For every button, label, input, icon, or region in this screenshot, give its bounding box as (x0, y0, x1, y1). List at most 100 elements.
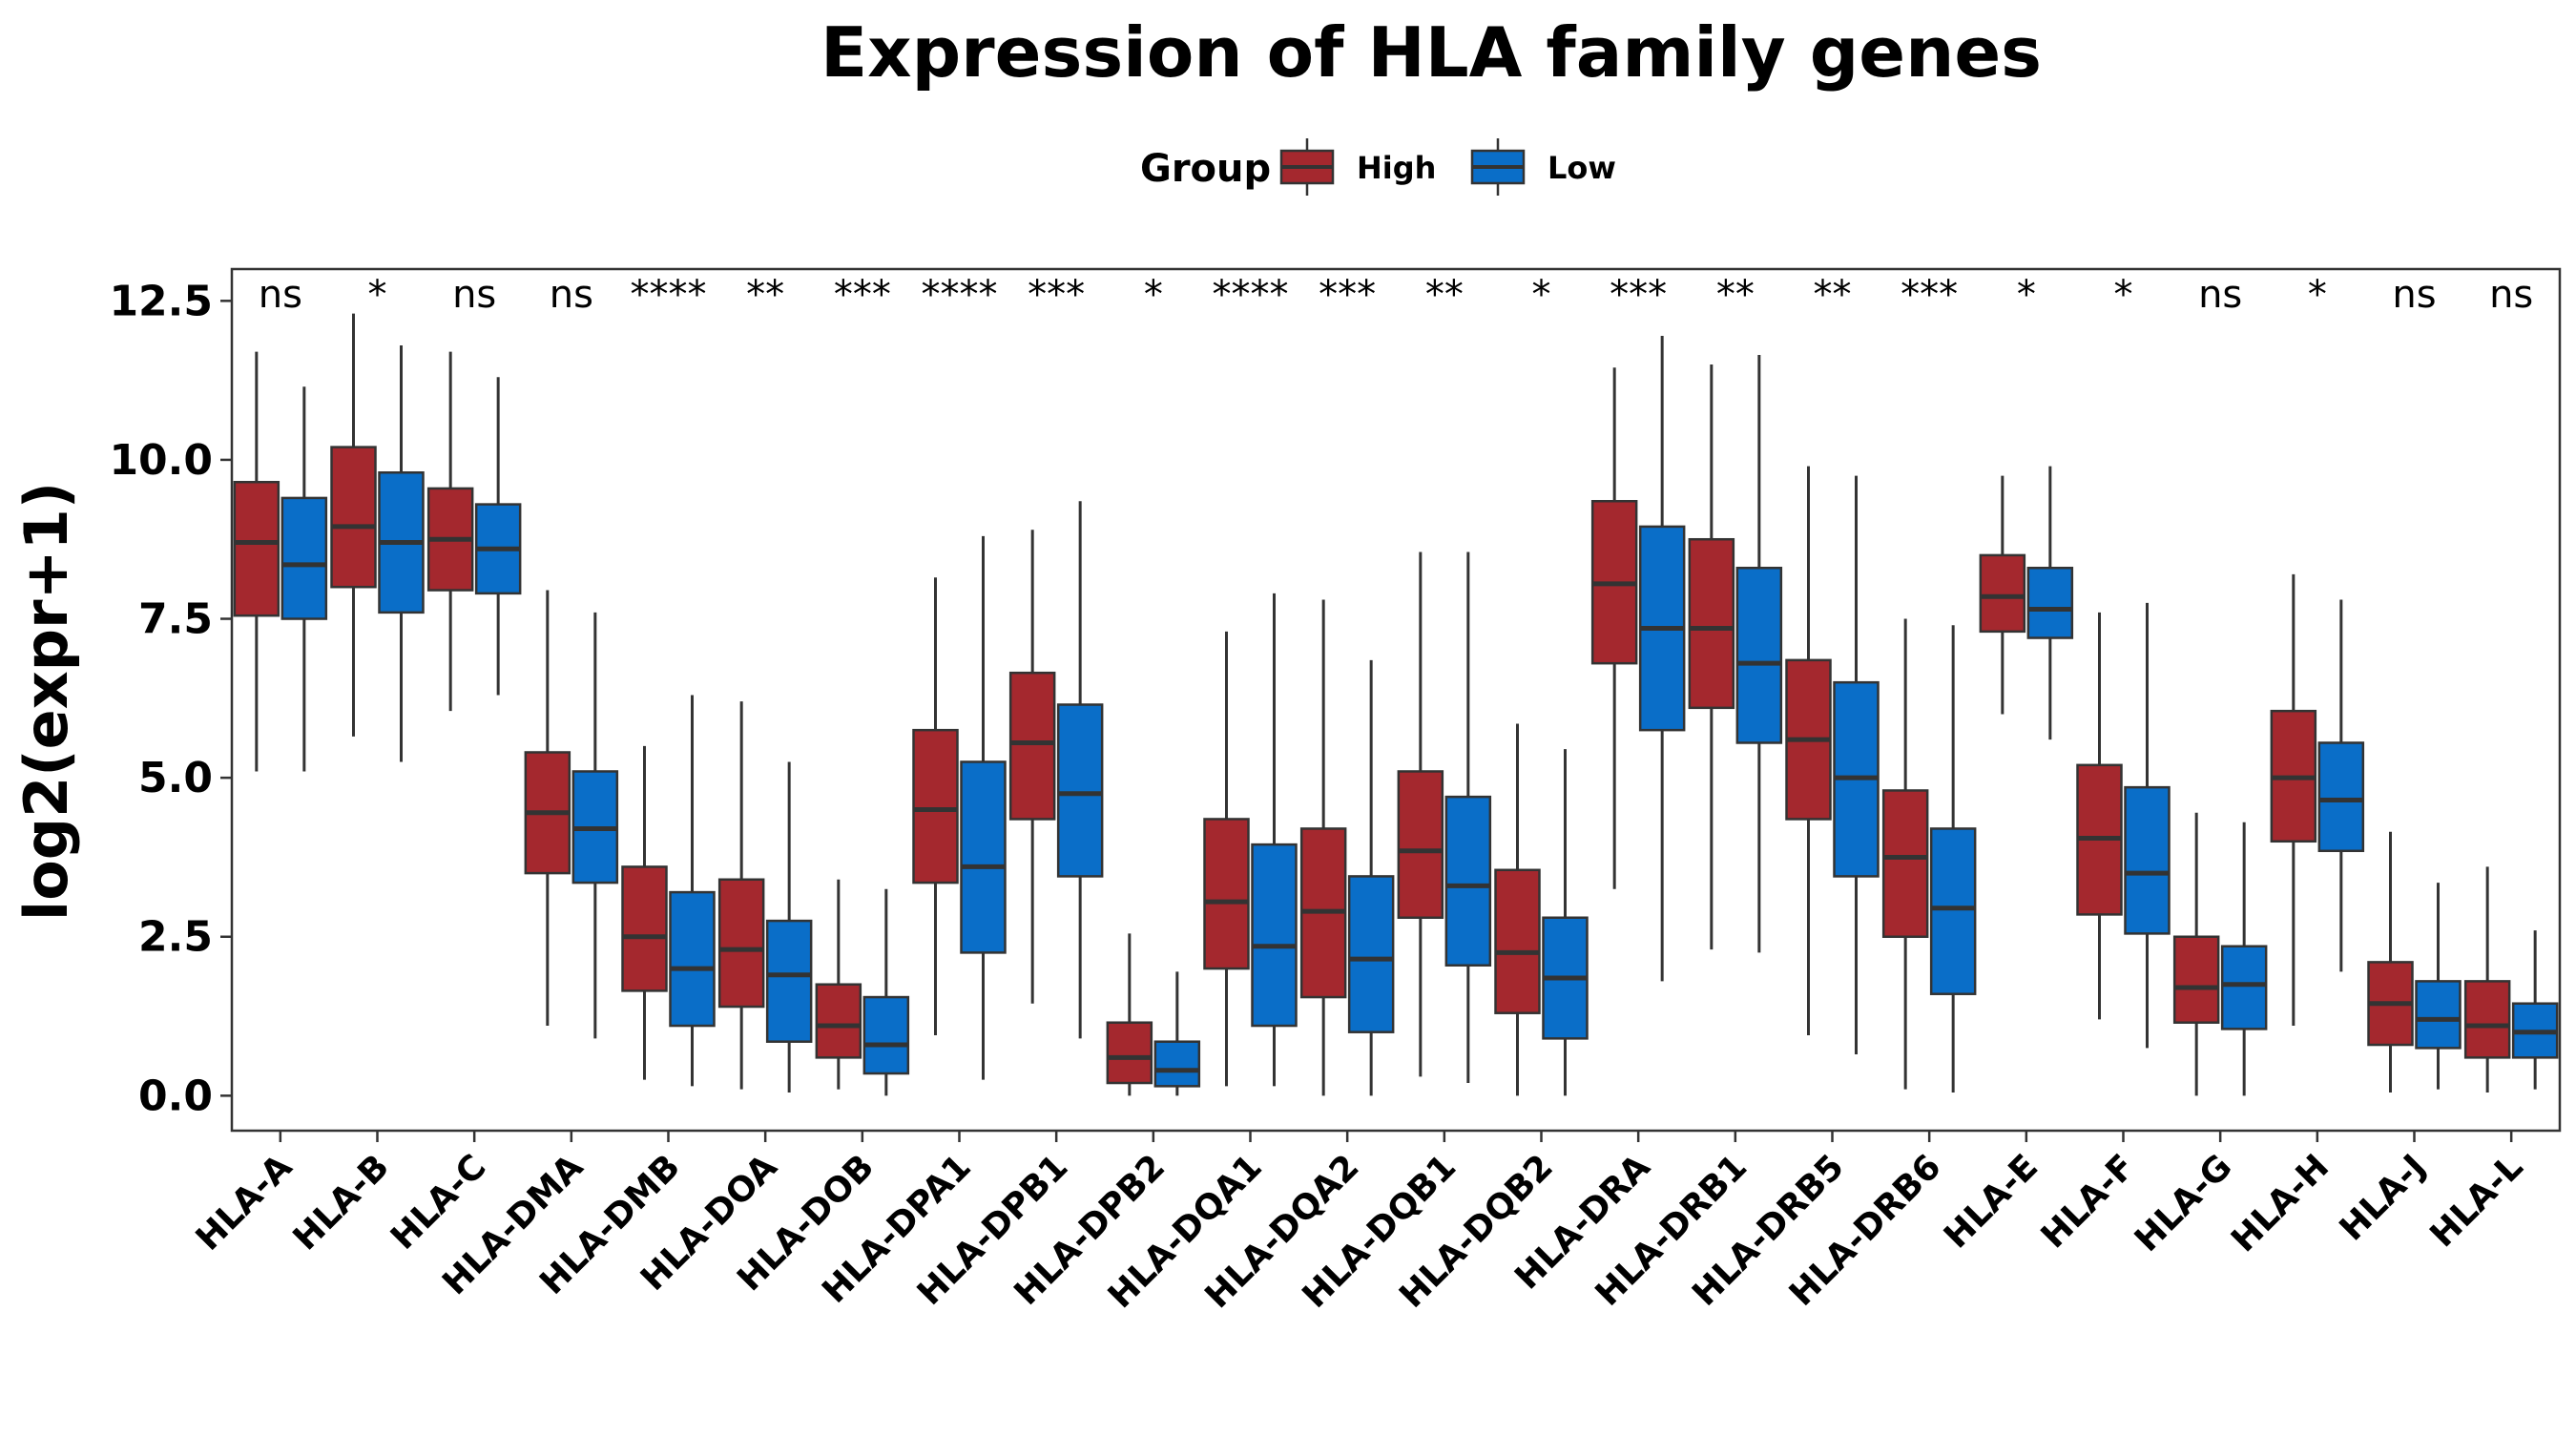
significance-label: ** (746, 273, 784, 317)
x-tick-label: HLA-J (2333, 1147, 2434, 1248)
box-body (621, 865, 668, 992)
box-high (1785, 466, 1832, 1036)
significance-label: *** (834, 273, 891, 317)
boxes (233, 313, 2559, 1096)
significance-label: * (2308, 273, 2327, 317)
box-low (765, 761, 813, 1093)
box-body (1056, 703, 1104, 878)
y-tick-label: 10.0 (109, 436, 213, 485)
significance-label: * (1144, 273, 1163, 317)
significance-label: *** (1610, 273, 1667, 317)
y-tick-label: 2.5 (138, 913, 213, 962)
box-low (1056, 501, 1104, 1039)
x-tick-label: HLA-E (1937, 1147, 2046, 1256)
legend: Group High Low (1140, 138, 1616, 196)
box-low (2220, 822, 2268, 1096)
box-low (2026, 466, 2074, 740)
significance-label: **** (631, 273, 707, 317)
x-tick-label: HLA-L (2423, 1147, 2531, 1255)
box-body (1153, 1040, 1201, 1088)
box-body (1444, 795, 1492, 967)
legend-entries: High Low (1279, 138, 1616, 196)
box-body (280, 496, 328, 620)
significance-label: * (1532, 273, 1551, 317)
significance-label: * (2017, 273, 2036, 317)
box-body (717, 878, 765, 1009)
box-high (2270, 573, 2317, 1027)
box-body (815, 983, 862, 1059)
chart-title: Expression of HLA family genes (821, 12, 2042, 93)
box-body (1735, 566, 1783, 744)
box-low (1251, 593, 1298, 1087)
significance-label: ** (1425, 273, 1464, 317)
x-tick-label: HLA-G (2128, 1147, 2240, 1259)
significance-label: *** (1319, 273, 1376, 317)
box-high (815, 879, 862, 1090)
box-high (1106, 933, 1153, 1096)
box-high (524, 590, 571, 1027)
x-axis: HLA-AHLA-BHLA-CHLA-DMAHLA-DMBHLA-DOAHLA-… (189, 1131, 2531, 1316)
x-tick-label: HLA-H (2224, 1147, 2337, 1259)
significance-label: ns (2392, 273, 2436, 317)
significance-label: **** (922, 273, 998, 317)
box-low (960, 535, 1007, 1080)
box-low (2511, 930, 2559, 1090)
significance-label: ns (259, 273, 302, 317)
box-low (571, 612, 619, 1039)
significance-label: **** (1213, 273, 1289, 317)
significance-label: ns (550, 273, 593, 317)
box-body (1881, 789, 1929, 938)
y-axis: 0.0 2.5 5.0 7.5 10.0 12.5 (109, 277, 232, 1120)
x-tick-label: HLA-A (189, 1147, 301, 1259)
box-body (1397, 770, 1444, 919)
box-body (912, 728, 959, 884)
significance-labels: ns * ns ns **** ** *** **** *** * **** *** ** * *** ** *… (259, 273, 2534, 317)
box-high (1590, 367, 1638, 889)
box-body (1347, 875, 1395, 1033)
x-tick-label: HLA-F (2034, 1147, 2143, 1256)
plot-area: 0.0 2.5 5.0 7.5 10.0 12.5 HLA-AHLA-BHLA-CHLA-D… (109, 267, 2562, 1316)
significance-label: *** (1901, 273, 1958, 317)
y-tick-label: 12.5 (109, 277, 213, 325)
box-body (1008, 671, 1056, 821)
box-low (1833, 475, 1880, 1055)
box-body (1251, 843, 1298, 1028)
box-high (1979, 475, 2026, 715)
box-high (426, 351, 474, 712)
y-tick-label: 5.0 (138, 754, 213, 802)
box-body (1106, 1021, 1153, 1085)
box-low (1735, 354, 1783, 953)
box-body (1929, 827, 1977, 995)
box-high (1299, 599, 1347, 1096)
y-tick-label: 0.0 (138, 1072, 213, 1120)
box-body (960, 760, 1007, 954)
box-high (2463, 866, 2511, 1093)
box-high (233, 351, 280, 772)
legend-title: Group (1140, 147, 1271, 191)
box-high (2172, 812, 2220, 1096)
box-body (862, 995, 910, 1075)
box-high (1494, 723, 1541, 1096)
box-high (2076, 612, 2123, 1020)
box-low (474, 377, 522, 696)
box-body (669, 890, 716, 1028)
box-low (1929, 625, 1977, 1093)
box-body (233, 481, 280, 617)
box-body (1494, 868, 1541, 1014)
box-body (2220, 945, 2268, 1030)
significance-label: * (2114, 273, 2133, 317)
box-low (2317, 599, 2365, 972)
box-low (378, 344, 425, 762)
box-low (1153, 971, 1201, 1096)
box-body (765, 919, 813, 1043)
significance-label: ns (452, 273, 496, 317)
box-low (1638, 335, 1686, 982)
significance-label: * (368, 273, 387, 317)
box-body (2124, 785, 2171, 935)
box-high (912, 577, 959, 1036)
box-low (2124, 602, 2171, 1049)
plot-border (230, 267, 2562, 1133)
box-body (1688, 537, 1735, 710)
